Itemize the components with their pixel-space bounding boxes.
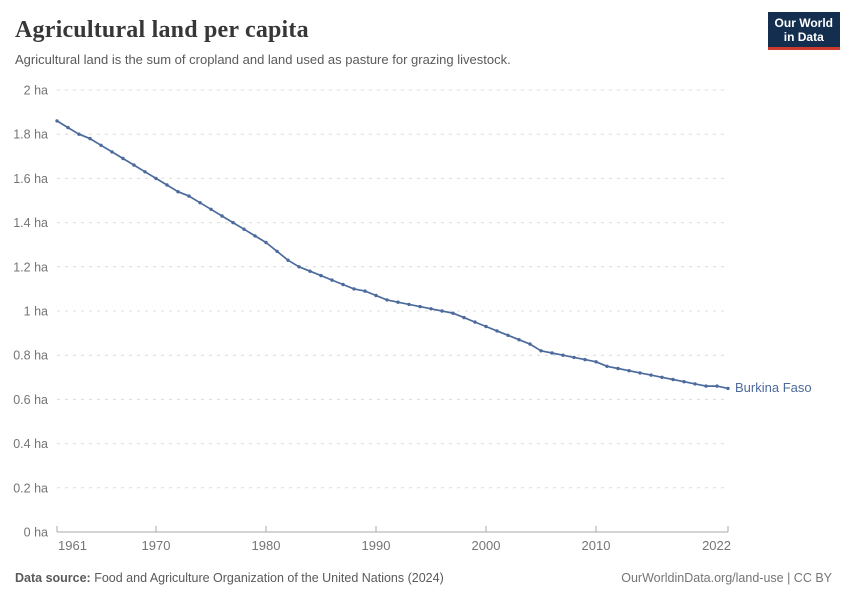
y-axis-tick-label: 1.4 ha (13, 216, 48, 230)
data-source-note: Data source: Food and Agriculture Organi… (15, 571, 444, 585)
y-axis-tick-label: 0.2 ha (13, 481, 48, 495)
data-point[interactable] (363, 289, 367, 293)
data-point[interactable] (330, 278, 334, 282)
data-point[interactable] (451, 311, 455, 315)
data-point[interactable] (429, 307, 433, 311)
data-point[interactable] (77, 132, 81, 136)
data-point[interactable] (627, 369, 631, 373)
owid-logo[interactable]: Our World in Data (767, 12, 840, 50)
data-point[interactable] (154, 176, 158, 181)
x-axis-tick-label: 2000 (472, 538, 501, 553)
data-point[interactable] (506, 333, 510, 337)
data-point[interactable] (308, 269, 312, 273)
data-point[interactable] (704, 384, 708, 388)
y-axis-tick-label: 1.8 ha (13, 128, 48, 142)
data-point[interactable] (55, 119, 59, 123)
data-point[interactable] (176, 190, 180, 194)
x-axis-tick-label: 1961 (58, 538, 87, 553)
data-point[interactable] (99, 143, 103, 147)
data-point[interactable] (319, 273, 323, 278)
x-axis-tick-label: 2010 (582, 538, 611, 553)
data-point[interactable] (682, 380, 686, 384)
y-axis-tick-label: 1.6 ha (13, 172, 48, 186)
y-axis-tick-label: 0.8 ha (13, 349, 48, 363)
y-axis-tick-label: 1 ha (24, 305, 48, 319)
y-axis-tick-label: 0 ha (24, 526, 48, 540)
data-point[interactable] (715, 384, 719, 388)
data-point[interactable] (539, 349, 543, 353)
data-point[interactable] (242, 227, 246, 231)
x-axis-tick-label: 1970 (142, 538, 171, 553)
data-point[interactable] (528, 342, 532, 346)
data-point[interactable] (88, 136, 92, 141)
data-point[interactable] (726, 386, 730, 391)
data-source-text: Food and Agriculture Organization of the… (94, 571, 444, 585)
data-point[interactable] (473, 320, 477, 324)
data-point[interactable] (550, 351, 554, 355)
data-point[interactable] (583, 357, 587, 362)
x-axis-tick-label: 1980 (252, 538, 281, 553)
data-source-label: Data source: (15, 571, 91, 585)
data-point[interactable] (253, 234, 257, 238)
data-point[interactable] (495, 329, 499, 333)
series-label-burkina-faso: Burkina Faso (735, 380, 812, 396)
data-point[interactable] (165, 183, 169, 187)
data-point[interactable] (517, 338, 521, 342)
credit-link[interactable]: OurWorldinData.org/land-use | CC BY (621, 571, 832, 585)
data-point[interactable] (275, 249, 279, 253)
x-axis-tick-label: 1990 (362, 538, 391, 553)
data-point[interactable] (264, 240, 268, 245)
y-axis-tick-label: 1.2 ha (13, 260, 48, 274)
data-point[interactable] (649, 373, 653, 377)
data-point[interactable] (209, 207, 213, 211)
data-point[interactable] (561, 353, 565, 357)
data-point[interactable] (407, 302, 411, 307)
data-point[interactable] (132, 163, 136, 167)
data-point[interactable] (484, 324, 488, 329)
data-point[interactable] (187, 194, 191, 198)
data-point[interactable] (198, 201, 202, 205)
data-point[interactable] (638, 371, 642, 375)
data-point[interactable] (385, 298, 389, 302)
data-point[interactable] (352, 287, 356, 291)
data-point[interactable] (220, 214, 224, 218)
data-point[interactable] (286, 258, 290, 262)
series-line-burkina-faso[interactable] (56, 120, 729, 390)
x-axis-tick-label: 2022 (702, 538, 731, 553)
data-point[interactable] (418, 304, 422, 309)
page-title: Agricultural land per capita (15, 17, 309, 43)
y-axis-tick-label: 0.4 ha (13, 437, 48, 451)
page-subtitle: Agricultural land is the sum of cropland… (15, 52, 511, 67)
data-point[interactable] (121, 156, 125, 161)
y-axis-tick-label: 2 ha (24, 84, 48, 98)
data-point[interactable] (462, 315, 466, 320)
data-point[interactable] (616, 366, 620, 371)
owid-logo-line1: Our World (774, 16, 833, 30)
data-point[interactable] (341, 282, 345, 287)
data-point[interactable] (594, 360, 598, 364)
data-point[interactable] (572, 355, 576, 360)
data-point[interactable] (605, 364, 609, 368)
owid-logo-line2: in Data (783, 30, 824, 44)
data-point[interactable] (231, 220, 235, 225)
data-point[interactable] (374, 293, 378, 298)
data-point[interactable] (110, 150, 114, 154)
data-point[interactable] (396, 300, 400, 304)
y-axis-tick-label: 0.6 ha (13, 393, 48, 407)
data-point[interactable] (693, 382, 697, 386)
data-point[interactable] (671, 377, 675, 382)
data-point[interactable] (440, 309, 444, 313)
data-point[interactable] (66, 125, 70, 130)
data-point[interactable] (297, 265, 301, 269)
data-point[interactable] (660, 375, 664, 379)
data-point[interactable] (143, 170, 147, 174)
